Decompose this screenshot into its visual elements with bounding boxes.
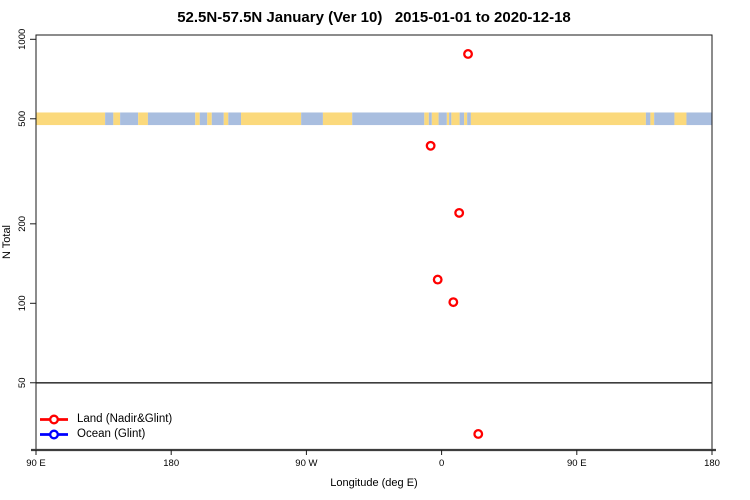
map-band-segment-ocean bbox=[199, 112, 208, 126]
data-point bbox=[463, 49, 473, 59]
map-band-segment-ocean bbox=[211, 112, 224, 126]
map-band-segment-land bbox=[674, 112, 687, 126]
map-band-segment-land bbox=[424, 112, 429, 126]
data-point bbox=[473, 428, 484, 439]
legend: Land (Nadir&Glint) Ocean (Glint) bbox=[38, 412, 172, 442]
data-point bbox=[425, 140, 436, 151]
map-band-segment-ocean bbox=[352, 112, 425, 126]
map-band-segment-ocean bbox=[449, 112, 452, 126]
map-band-segment-land bbox=[241, 112, 302, 126]
legend-label-land: Land (Nadir&Glint) bbox=[77, 413, 173, 425]
x-tick-label: 90 E bbox=[26, 458, 46, 469]
map-band-segment-land bbox=[431, 112, 439, 126]
map-band-segment-ocean bbox=[428, 112, 432, 126]
map-band-segment-ocean bbox=[228, 112, 242, 126]
map-band-segment-land bbox=[195, 112, 200, 126]
x-axis-title: Longitude (deg E) bbox=[330, 477, 418, 489]
map-band-segment-ocean bbox=[147, 112, 196, 126]
map-band-segment-land bbox=[223, 112, 229, 126]
map-band-segment-ocean bbox=[459, 112, 465, 126]
map-band-segment-ocean bbox=[686, 112, 712, 126]
x-tick-label: 0 bbox=[439, 458, 444, 469]
map-band-segment-land bbox=[470, 112, 646, 126]
map-band-segment-land bbox=[322, 112, 353, 126]
x-tick-label: 90 W bbox=[295, 458, 317, 469]
chart-title: 52.5N-57.5N January (Ver 10) 2015-01-01 … bbox=[177, 9, 571, 26]
data-point bbox=[454, 207, 465, 218]
map-band-segment-land bbox=[446, 112, 450, 126]
y-tick-label: 100 bbox=[17, 295, 28, 311]
map-band-segment-ocean bbox=[301, 112, 323, 126]
map-band-segment-land bbox=[464, 112, 468, 126]
map-band-segment-ocean bbox=[654, 112, 675, 126]
x-tick-label: 180 bbox=[704, 458, 720, 469]
map-band-segment-land bbox=[451, 112, 460, 126]
land-series-marker-icon bbox=[40, 414, 68, 425]
map-band-segment-ocean bbox=[120, 112, 139, 126]
map-band-segment-ocean bbox=[467, 112, 471, 126]
ocean-series-marker-icon bbox=[40, 429, 68, 440]
y-tick-label: 500 bbox=[17, 111, 28, 127]
map-band-segment-land bbox=[138, 112, 148, 126]
map-band-segment-land bbox=[650, 112, 655, 126]
map-band-segment-ocean bbox=[105, 112, 114, 126]
legend-item-ocean: Ocean (Glint) bbox=[38, 427, 172, 442]
map-band-segment-land bbox=[36, 112, 106, 126]
map-band-segment-ocean bbox=[438, 112, 447, 126]
map-band-segment-ocean bbox=[645, 112, 651, 126]
y-tick-label: 1000 bbox=[17, 29, 28, 50]
y-axis-title: N Total bbox=[1, 224, 13, 260]
y-tick-label: 200 bbox=[17, 216, 28, 232]
data-point bbox=[432, 274, 443, 285]
x-tick-label: 90 E bbox=[567, 458, 587, 469]
data-point bbox=[448, 297, 459, 308]
x-tick-label: 180 bbox=[163, 458, 179, 469]
map-band-segment-land bbox=[113, 112, 121, 126]
map-band-segment-land bbox=[207, 112, 212, 126]
plot-box bbox=[35, 34, 713, 451]
legend-item-land: Land (Nadir&Glint) bbox=[38, 412, 172, 427]
y-tick-label: 50 bbox=[17, 377, 28, 388]
legend-label-ocean: Ocean (Glint) bbox=[77, 428, 146, 440]
